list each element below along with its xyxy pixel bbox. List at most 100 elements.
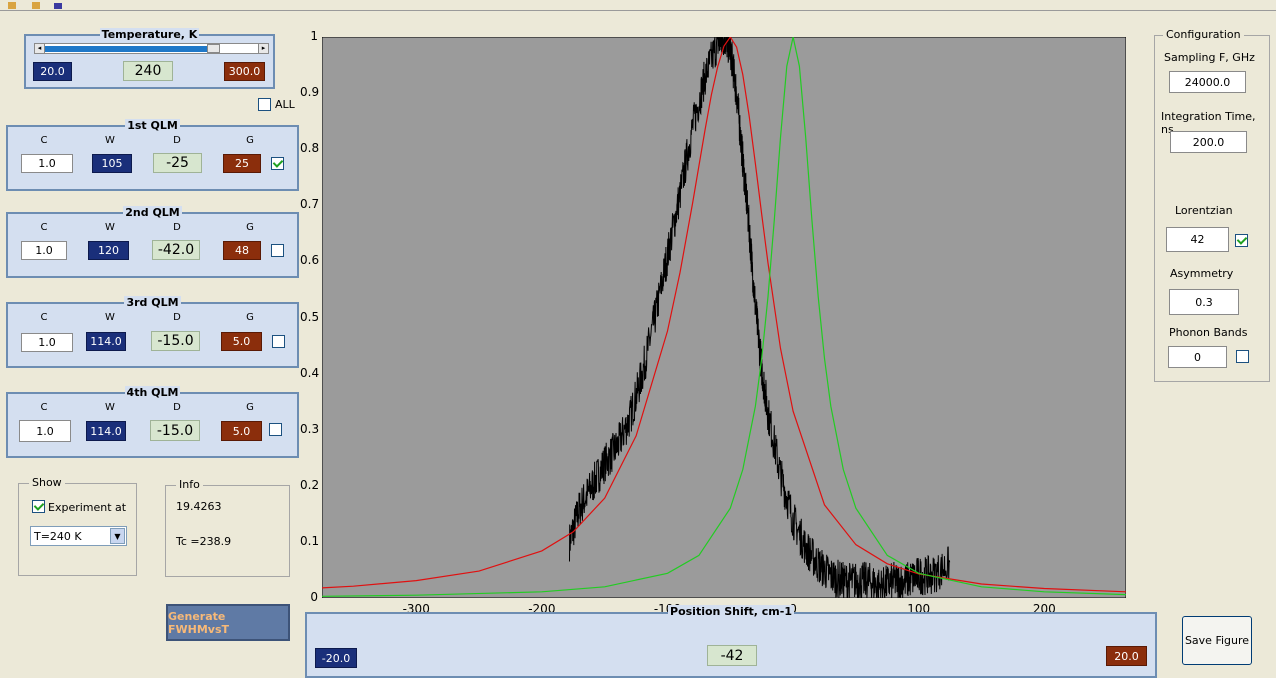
temperature-select[interactable]: T=240 K ▼ [30, 526, 127, 546]
temperature-slider-thumb[interactable] [207, 44, 221, 53]
zoom-out-icon[interactable] [30, 0, 42, 9]
chevron-down-icon[interactable]: ▼ [110, 528, 125, 544]
temperature-value[interactable]: 240 [123, 61, 173, 81]
d-label: D [173, 222, 181, 233]
zoom-in-icon[interactable] [6, 0, 18, 9]
phonon-label: Phonon Bands [1169, 326, 1248, 339]
y-tick-label: 0 [310, 590, 318, 604]
d-input[interactable]: -15.0 [151, 331, 200, 351]
w-input[interactable]: 114.0 [86, 421, 126, 441]
series-line-2 [321, 35, 1127, 593]
position-value[interactable]: -42 [707, 645, 757, 666]
qlm-panel-2: 2nd QLM C W D G 1.0 120 -42.0 48 [6, 206, 299, 278]
temperature-title: Temperature, K [99, 28, 200, 41]
qlm-enable-checkbox[interactable] [271, 244, 284, 257]
experiment-label: Experiment at [48, 501, 127, 514]
y-tick-label: 0.7 [300, 197, 320, 212]
window-top-border [0, 10, 1276, 11]
qlm-panel-3: 3rd QLM C W D G 1.0 114.0 -15.0 5.0 [6, 296, 299, 368]
qlm-panel-4: 4th QLM C W D G 1.0 114.0 -15.0 5.0 [6, 386, 299, 458]
show-group: Show Experiment at T=240 K ▼ [18, 476, 137, 576]
w-label: W [105, 222, 115, 233]
y-tick-label: 1 [310, 29, 318, 43]
experiment-checkbox[interactable] [32, 500, 45, 513]
info-line-2: Tc =238.9 [176, 535, 232, 548]
g-input[interactable]: 25 [223, 154, 261, 173]
w-label: W [105, 402, 115, 413]
position-shift-title: Position Shift, cm-1 [668, 605, 794, 618]
qlm-title: 4th QLM [124, 386, 181, 399]
info-group: Info 19.4263 Tc =238.9 [165, 478, 290, 577]
series-line-3 [321, 36, 1127, 597]
asymmetry-label: Asymmetry [1170, 267, 1234, 280]
c-input[interactable]: 1.0 [19, 420, 71, 442]
series-line-1 [569, 35, 951, 599]
slider-right-arrow-icon[interactable]: ▸ [258, 44, 268, 53]
g-input[interactable]: 5.0 [221, 421, 262, 441]
y-tick-label: 0.6 [300, 253, 320, 268]
c-label: C [40, 222, 48, 233]
y-tick-label: 0.8 [300, 141, 320, 156]
all-checkbox[interactable] [258, 98, 271, 111]
qlm-title: 2nd QLM [123, 206, 182, 219]
chart-plot-area [321, 35, 1127, 599]
sampling-input[interactable]: 24000.0 [1169, 71, 1246, 93]
c-label: C [40, 312, 48, 323]
lorentzian-input[interactable]: 42 [1166, 227, 1229, 252]
d-input[interactable]: -25 [153, 153, 202, 173]
qlm-title: 1st QLM [125, 119, 180, 132]
y-tick-label: 0.2 [300, 477, 320, 492]
temperature-slider[interactable]: ◂ ▸ [34, 43, 269, 54]
g-label: G [246, 135, 254, 146]
w-label: W [105, 135, 115, 146]
c-input[interactable]: 1.0 [21, 241, 67, 260]
phonon-checkbox[interactable] [1236, 350, 1249, 363]
qlm-panel-1: 1st QLM C W D G 1.0 105 -25 25 [6, 119, 299, 191]
temperature-max: 300.0 [224, 62, 265, 81]
qlm-enable-checkbox[interactable] [271, 157, 284, 170]
info-title: Info [176, 478, 203, 491]
slider-left-arrow-icon[interactable]: ◂ [35, 44, 45, 53]
c-input[interactable]: 1.0 [21, 154, 73, 173]
y-tick-label: 0.4 [300, 365, 320, 380]
position-min: -20.0 [315, 648, 357, 668]
all-label: ALL [275, 98, 295, 111]
y-tick-label: 0.1 [300, 533, 320, 548]
spectrum-chart [321, 35, 1127, 599]
w-input[interactable]: 105 [92, 154, 132, 173]
integration-input[interactable]: 200.0 [1170, 131, 1247, 153]
qlm-enable-checkbox[interactable] [269, 423, 282, 436]
pan-icon[interactable] [52, 0, 64, 9]
g-label: G [246, 312, 254, 323]
g-input[interactable]: 5.0 [221, 332, 262, 351]
c-input[interactable]: 1.0 [21, 333, 73, 352]
lorentzian-label: Lorentzian [1175, 204, 1233, 217]
g-input[interactable]: 48 [223, 241, 261, 260]
d-input[interactable]: -15.0 [150, 420, 200, 441]
asymmetry-input[interactable]: 0.3 [1169, 289, 1239, 315]
lorentzian-checkbox[interactable] [1235, 234, 1248, 247]
g-label: G [246, 402, 254, 413]
configuration-group: Configuration Sampling F, GHz 24000.0 In… [1154, 28, 1270, 382]
qlm-title: 3rd QLM [124, 296, 181, 309]
y-tick-label: 0.5 [300, 309, 320, 324]
d-label: D [173, 312, 181, 323]
d-input[interactable]: -42.0 [152, 240, 200, 260]
c-label: C [40, 402, 48, 413]
save-figure-button[interactable]: Save Figure [1182, 616, 1252, 665]
position-shift-panel: Position Shift, cm-1 -20.0 -42 20.0 [305, 605, 1157, 678]
w-input[interactable]: 120 [88, 241, 129, 260]
info-line-1: 19.4263 [176, 500, 222, 513]
g-label: G [246, 222, 254, 233]
generate-fwhm-button[interactable]: Generate FWHMvsT [166, 604, 290, 641]
temperature-slider-track [45, 46, 214, 52]
temperature-select-value: T=240 K [34, 530, 82, 543]
position-max: 20.0 [1106, 646, 1147, 666]
temperature-min: 20.0 [33, 62, 72, 81]
phonon-input[interactable]: 0 [1168, 346, 1227, 368]
qlm-enable-checkbox[interactable] [272, 335, 285, 348]
d-label: D [173, 402, 181, 413]
w-input[interactable]: 114.0 [86, 332, 126, 351]
sampling-label: Sampling F, GHz [1164, 51, 1255, 64]
y-tick-label: 0.9 [300, 85, 320, 100]
